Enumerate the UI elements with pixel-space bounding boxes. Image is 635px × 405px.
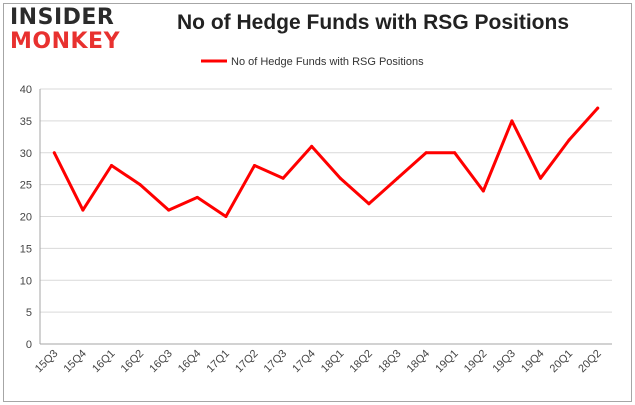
data-point (253, 164, 256, 167)
y-tick-label: 25 (20, 180, 32, 192)
data-point (110, 164, 113, 167)
x-tick-label: 17Q4 (290, 348, 318, 376)
data-point (367, 202, 371, 206)
gridlines (39, 88, 612, 345)
logo-text-monkey: MONKEY (10, 29, 121, 54)
data-point (310, 144, 314, 148)
data-point (424, 151, 428, 155)
data-point (52, 151, 56, 155)
insider-monkey-logo: INSIDER MONKEY (10, 5, 120, 54)
x-tick-label: 17Q1 (204, 348, 232, 376)
x-tick-label: 18Q4 (405, 348, 433, 376)
x-tick-label: 18Q3 (376, 348, 404, 376)
x-tick-label: 17Q3 (262, 348, 290, 376)
x-tick-label: 19Q2 (462, 348, 490, 376)
legend-label: No of Hedge Funds with RSG Positions (231, 56, 424, 68)
chart-frame (3, 3, 632, 402)
y-tick-label: 20 (20, 212, 32, 224)
x-axis-ticks: 15Q3 15Q4 16Q1 16Q2 16Q3 16Q4 17Q1 17Q2 17Q3 17Q4… (33, 348, 604, 376)
x-tick-label: 15Q3 (33, 348, 61, 376)
y-tick-label: 40 (20, 84, 32, 96)
y-tick-label: 15 (20, 243, 32, 255)
data-point (167, 208, 171, 212)
x-tick-label: 18Q2 (347, 348, 375, 376)
legend: No of Hedge Funds with RSG Positions (201, 56, 424, 68)
x-tick-label: 16Q4 (176, 348, 204, 376)
x-tick-label: 16Q1 (90, 348, 118, 376)
data-point (338, 176, 342, 180)
data-point (510, 119, 514, 123)
x-tick-label: 19Q1 (433, 348, 461, 376)
data-point (453, 151, 457, 155)
data-point (281, 176, 285, 180)
data-point (596, 106, 600, 110)
series-line (52, 106, 600, 218)
y-tick-label: 0 (26, 339, 32, 351)
y-tick-label: 5 (26, 307, 32, 319)
y-tick-label: 35 (20, 116, 32, 128)
x-tick-label: 17Q2 (233, 348, 261, 376)
series-group (52, 106, 600, 218)
x-tick-label: 15Q4 (61, 348, 89, 376)
x-tick-label: 19Q3 (490, 348, 518, 376)
data-point (481, 189, 485, 193)
x-tick-label: 20Q2 (576, 348, 604, 376)
y-tick-label: 30 (20, 148, 32, 160)
x-tick-label: 20Q1 (548, 348, 576, 376)
x-tick-label: 18Q1 (319, 348, 347, 376)
x-tick-label: 19Q4 (519, 348, 547, 376)
logo-text-insider: INSIDER (10, 5, 115, 30)
data-point (138, 183, 142, 187)
data-point (195, 195, 199, 199)
x-tick-label: 16Q2 (119, 348, 147, 376)
y-axis-ticks: 0 5 10 15 20 25 30 35 40 (20, 84, 32, 351)
data-point (539, 176, 542, 180)
data-point (396, 176, 399, 180)
chart-title: No of Hedge Funds with RSG Positions (177, 11, 569, 34)
data-point (81, 208, 85, 212)
y-tick-label: 10 (20, 275, 32, 287)
x-tick-label: 16Q3 (147, 348, 175, 376)
data-point (224, 215, 228, 218)
data-point (567, 138, 571, 142)
